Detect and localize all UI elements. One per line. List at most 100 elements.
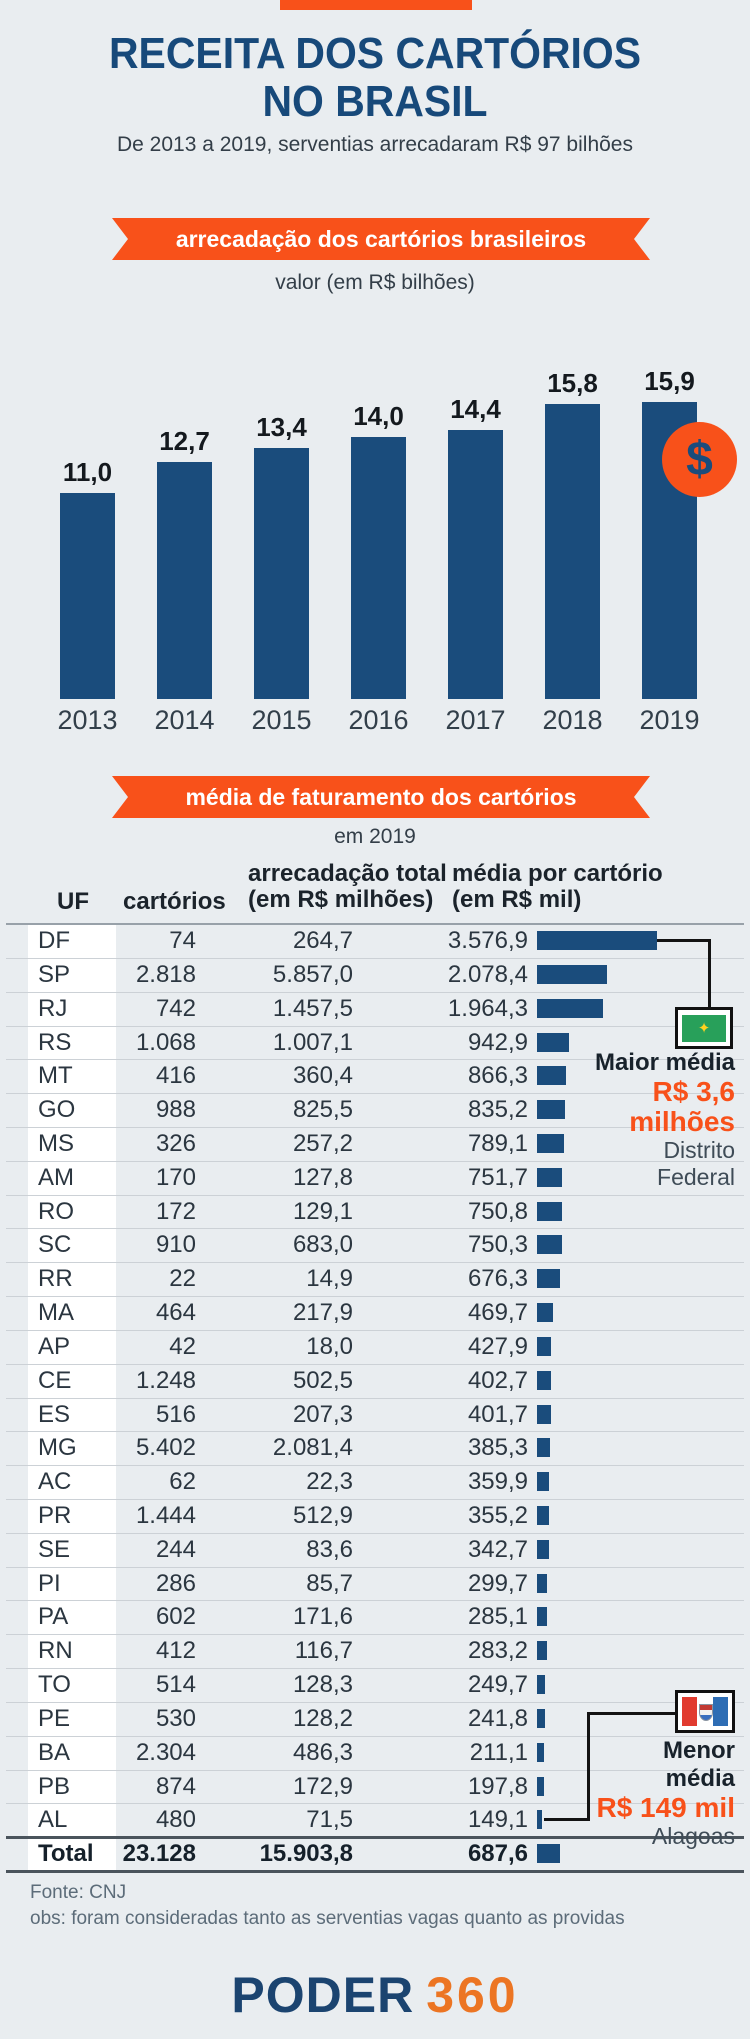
media-cell: 676,3	[467, 1265, 528, 1293]
row-separator	[6, 1228, 744, 1230]
min-connector-line-h2	[587, 1712, 675, 1715]
media-bar-AL	[537, 1810, 542, 1830]
uf-column-background	[28, 924, 116, 1870]
uf-cell: PI	[38, 1569, 61, 1597]
cartorios-cell: 602	[155, 1603, 196, 1631]
arrecadacao-cell: 512,9	[292, 1501, 353, 1529]
arrecadacao-cell: 217,9	[292, 1299, 353, 1326]
x-axis-label: 2014	[154, 705, 215, 735]
maior-media-label: Maior média	[594, 1049, 735, 1076]
maior-media-annotation: Maior média R$ 3,6 milhões Distrito Fede…	[587, 1049, 735, 1191]
media-bar-DF	[537, 931, 658, 950]
media-bar-RJ	[537, 998, 603, 1018]
media-cell: 402,7	[467, 1366, 528, 1394]
uf-cell: MA	[38, 1299, 74, 1326]
table-row-PI: PI 286 85,7 299,7	[0, 1567, 750, 1601]
arrecadacao-cell: 83,6	[306, 1535, 353, 1563]
row-separator	[6, 1634, 744, 1636]
row-separator	[6, 1870, 744, 1873]
top-accent-bar	[280, 0, 472, 10]
cartorios-cell: 244	[155, 1535, 196, 1563]
table-row-DF: DF 74 264,7 3.576,9	[0, 924, 750, 958]
media-bar-RS	[537, 1032, 569, 1052]
dollar-icon: $	[662, 422, 737, 497]
uf-cell: SP	[38, 960, 71, 988]
cartorios-cell: 23.128	[122, 1840, 196, 1868]
table-row-SE: SE 244 83,6 342,7	[0, 1533, 750, 1567]
row-separator	[6, 1836, 744, 1839]
media-bar-PR	[537, 1505, 549, 1525]
row-separator	[6, 1025, 744, 1027]
media-bar-ES	[537, 1404, 551, 1424]
menor-media-annotation: Menor média R$ 149 mil Alagoas	[587, 1737, 735, 1850]
menor-media-region: Alagoas	[651, 1823, 735, 1849]
media-bar-PB	[537, 1776, 544, 1796]
media-bar-MA	[537, 1303, 553, 1322]
table-row-PB: PB 874 172,9 197,8	[0, 1770, 750, 1804]
media-bar-AP	[537, 1336, 552, 1356]
max-connector-line-v	[708, 939, 711, 1009]
table-row-MG: MG 5.402 2.081,4 385,3	[0, 1431, 750, 1465]
source-text: Fonte: CNJ	[30, 1882, 127, 1903]
cartorios-cell: 1.068	[135, 1028, 196, 1056]
uf-cell: PE	[38, 1704, 71, 1732]
media-cell: 355,2	[467, 1501, 528, 1529]
arrecadacao-cell: 85,7	[306, 1569, 353, 1597]
column-header-media: média por cartório (em R$ mil)	[452, 860, 663, 913]
arrecadacao-cell: 2.081,4	[272, 1434, 353, 1462]
row-separator	[6, 923, 744, 925]
media-bar-Total	[537, 1844, 561, 1864]
media-bar-AM	[537, 1167, 563, 1187]
uf-cell: Total	[38, 1840, 94, 1868]
cartorios-cell: 286	[155, 1569, 196, 1597]
media-cell: 385,3	[467, 1434, 528, 1462]
x-axis-label: 2013	[57, 705, 118, 735]
row-separator	[6, 1465, 744, 1467]
table-row-TO: TO 514 128,3 249,7	[0, 1668, 750, 1702]
media-cell: 866,3	[467, 1062, 528, 1090]
cartorios-cell: 326	[155, 1129, 196, 1157]
media-cell: 2.078,4	[447, 960, 528, 988]
column-header-arrecadacao: arrecadação total (em R$ milhões)	[248, 860, 447, 913]
media-bar-SE	[537, 1539, 549, 1559]
media-bar-RO	[537, 1201, 563, 1221]
page-title-line1: RECEITA DOS CARTÓRIOS	[109, 29, 641, 78]
arrecadacao-cell: 128,3	[292, 1671, 353, 1698]
arrecadacao-cell: 486,3	[292, 1738, 353, 1766]
arrecadacao-cell: 22,3	[306, 1468, 353, 1496]
cartorios-cell: 42	[169, 1332, 196, 1360]
uf-cell: PR	[38, 1501, 72, 1529]
x-axis-label: 2015	[251, 705, 312, 735]
arrecadacao-cell: 5.857,0	[272, 960, 353, 988]
x-axis-label: 2019	[639, 705, 700, 735]
ribbon-banner-arrecadacao: arrecadação dos cartórios brasileiros	[112, 218, 650, 260]
arrecadacao-cell: 71,5	[306, 1806, 353, 1834]
media-bar-PE	[537, 1708, 546, 1728]
arrecadacao-cell: 128,2	[292, 1704, 353, 1732]
media-cell: 241,8	[467, 1704, 528, 1732]
revenue-bar-2018	[544, 404, 600, 699]
min-connector-line-v	[587, 1712, 590, 1821]
media-cell: 197,8	[467, 1772, 528, 1800]
table-row-MA: MA 464 217,9 469,7	[0, 1296, 750, 1330]
media-cell: 342,7	[467, 1535, 528, 1563]
cartorios-cell: 480	[155, 1806, 196, 1834]
poder360-logo: PODER 360	[0, 1966, 750, 2024]
table-row-AL: AL 480 71,5 149,1	[0, 1803, 750, 1837]
row-separator	[6, 1194, 744, 1196]
table-row-RJ: RJ 742 1.457,5 1.964,3	[0, 992, 750, 1026]
page-title-line2: NO BRASIL	[262, 77, 488, 126]
poder360-logo-poder: PODER	[231, 1967, 415, 2023]
row-separator	[6, 1431, 744, 1433]
x-axis-label: 2018	[542, 705, 603, 735]
bar-value-label: 14,4	[450, 394, 501, 424]
row-separator	[6, 1363, 744, 1365]
arrecadacao-cell: 207,3	[292, 1400, 353, 1428]
page-subtitle: De 2013 a 2019, serventias arrecadaram R…	[117, 133, 633, 156]
cartorios-cell: 2.304	[135, 1738, 196, 1766]
media-cell: 299,7	[467, 1569, 528, 1597]
row-separator	[6, 991, 744, 993]
uf-cell: DF	[38, 927, 70, 954]
arrecadacao-cell: 825,5	[292, 1096, 353, 1124]
row-separator	[6, 1803, 744, 1805]
